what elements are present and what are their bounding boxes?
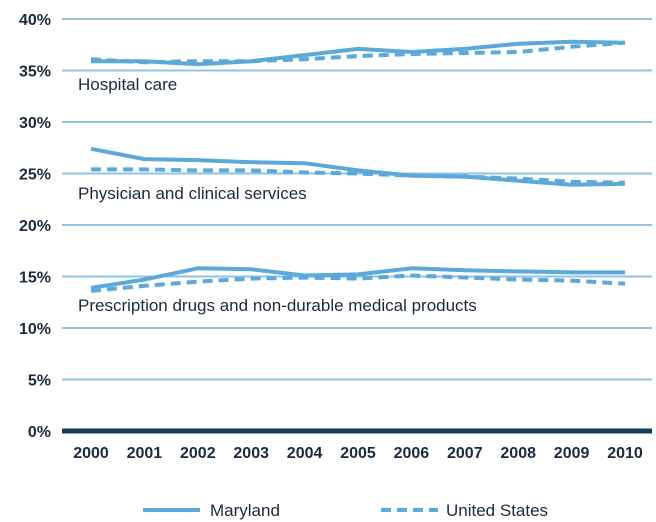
legend-united-states-label: United States [446, 501, 548, 520]
series-line-united-states-hospital-care [90, 40, 626, 65]
x-tick-label: 2002 [180, 445, 216, 462]
y-tick-label: 25% [19, 167, 51, 184]
series-line-united-states-prescription-drugs-and-non-durable-medical-products [90, 273, 626, 293]
series-line-maryland-physician-and-clinical-services [90, 146, 626, 187]
x-tick-label: 2000 [73, 445, 109, 462]
y-tick-label: 10% [19, 321, 51, 338]
x-tick-label: 2010 [607, 445, 643, 462]
x-tick-label: 2005 [340, 445, 376, 462]
x-tick-label: 2006 [394, 445, 430, 462]
y-tick-label: 5% [28, 373, 51, 390]
x-tick-label: 2001 [127, 445, 163, 462]
x-tick-label: 2003 [233, 445, 269, 462]
series-line-united-states-physician-and-clinical-services [91, 167, 626, 185]
x-tick-label: 2009 [554, 445, 590, 462]
series-group-label: Hospital care [78, 75, 177, 94]
y-tick-label: 30% [19, 115, 51, 132]
series-line-maryland-hospital-care [91, 39, 626, 67]
x-tick-label: 2007 [447, 445, 483, 462]
series-group-label: Physician and clinical services [78, 184, 307, 203]
y-tick-label: 0% [28, 424, 51, 441]
y-tick-label: 35% [19, 64, 51, 81]
y-tick-label: 40% [19, 12, 51, 29]
x-tick-label: 2008 [500, 445, 536, 462]
y-tick-label: 20% [19, 218, 51, 235]
series-group-label: Prescription drugs and non-durable medic… [78, 296, 477, 315]
series-line-maryland-prescription-drugs-and-non-durable-medical-products [90, 266, 625, 290]
x-tick-label: 2004 [287, 445, 323, 462]
y-tick-label: 15% [19, 270, 51, 287]
legend-maryland-label: Maryland [210, 501, 280, 520]
